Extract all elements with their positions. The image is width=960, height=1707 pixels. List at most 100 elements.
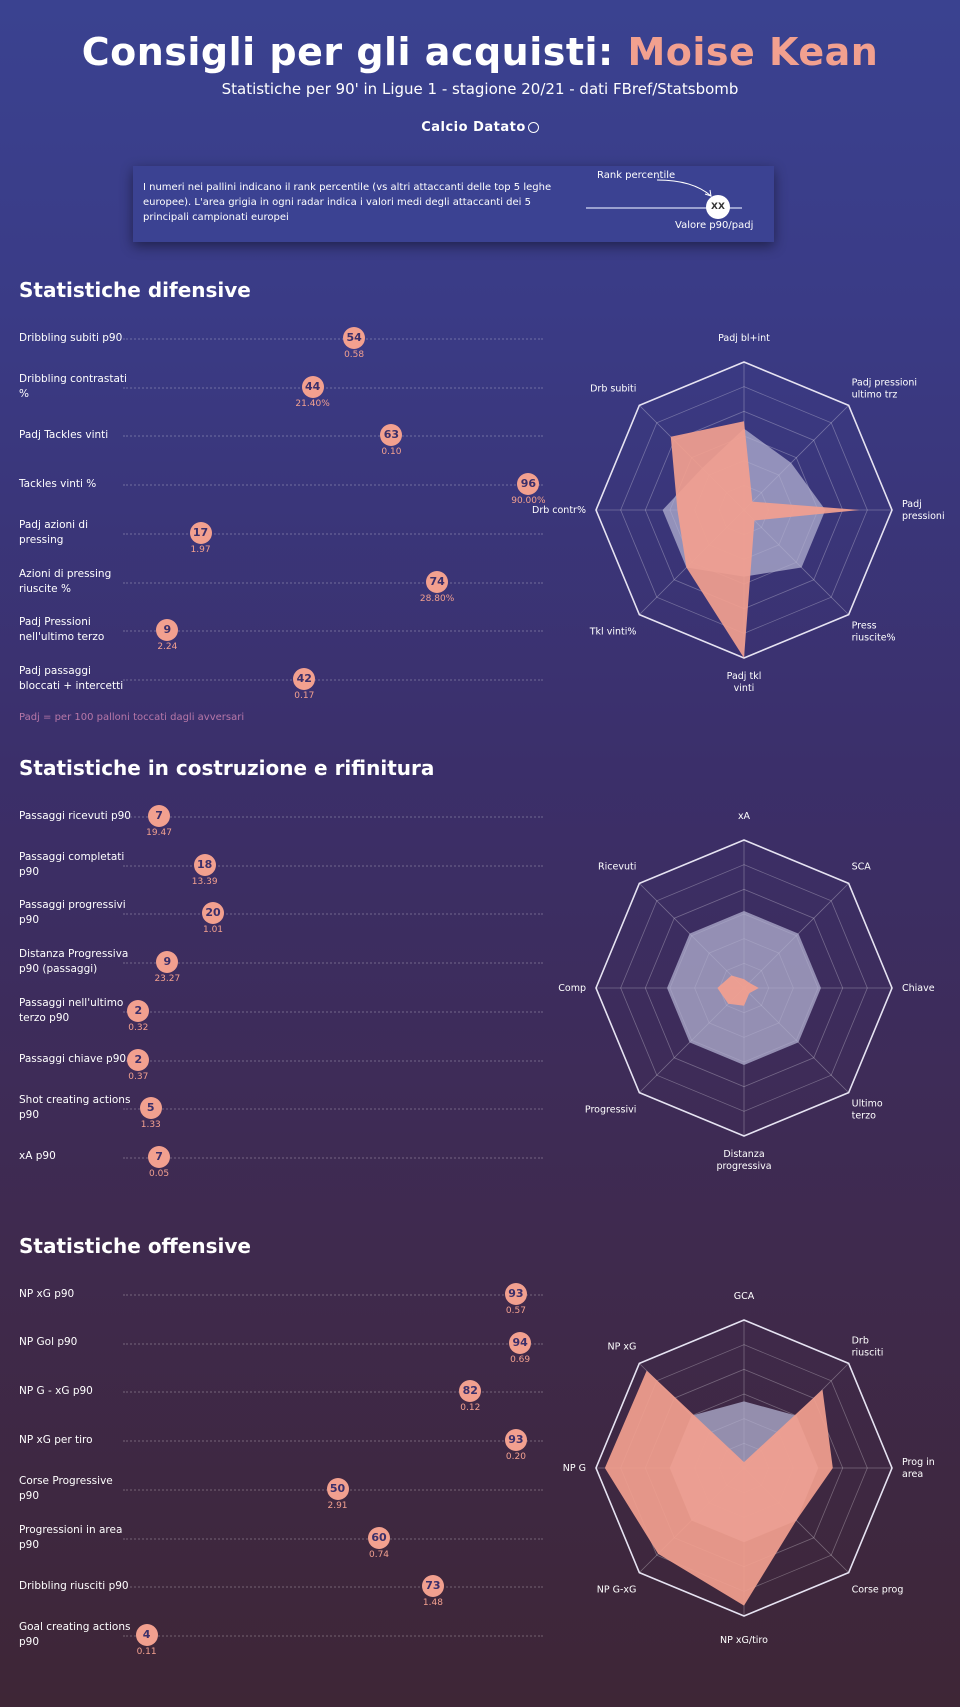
stat-row: Progressioni in area p90 60 0.74	[0, 1518, 560, 1560]
legend-value-label: Valore p90/padj	[675, 220, 754, 231]
radar-axis-label: Ricevuti	[598, 861, 636, 872]
legend-rank-label: Rank percentile	[597, 170, 676, 181]
header: Consigli per gli acquisti: Moise Kean St…	[0, 30, 960, 98]
dot-track	[123, 630, 543, 633]
defensive-radar: Padj bl+int Padj pressioni ultimo trz Padj p…	[532, 333, 945, 694]
rank-bubble: 20	[202, 902, 224, 925]
page-title: Consigli per gli acquisti: Moise Kean	[0, 30, 960, 74]
stat-row: Passaggi progressivi p90 20 1.01	[0, 893, 560, 935]
stat-label: Padj passaggi bloccati + intercetti	[19, 664, 124, 692]
offensive-radar: GCA Drb riusciti Prog in area Corse prog NP xG…	[563, 1291, 935, 1646]
stat-row: NP xG per tiro 93 0.20	[0, 1420, 560, 1462]
dot-track	[123, 962, 543, 965]
dot-track	[123, 864, 543, 867]
dot-track	[123, 816, 543, 818]
padj-note: Padj = per 100 palloni toccati dagli avv…	[19, 712, 245, 723]
stat-label: Passaggi completati p90	[19, 850, 125, 878]
dot-track	[123, 1537, 543, 1540]
stat-value: 0.57	[505, 1306, 526, 1316]
rank-bubble: 96	[517, 473, 540, 496]
radar-axis-label: Padj bl+int	[718, 333, 770, 344]
rank-bubble: 60	[368, 1526, 390, 1549]
rank-bubble: 2	[127, 999, 150, 1022]
stat-value: 90.00%	[511, 496, 546, 507]
dot-track	[123, 532, 543, 535]
radar-axis-label: Padj pressioni	[902, 499, 945, 522]
stat-value: 0.17	[294, 690, 315, 701]
section-title-offensive: Statistiche offensive	[19, 1234, 251, 1258]
radar-axis-label: Drb subiti	[590, 383, 636, 394]
radar-ring	[620, 864, 868, 1112]
dot-track	[123, 1440, 543, 1443]
radar-axis-label: Comp	[558, 983, 586, 994]
stat-row: Goal creating actions p90 4 0.11	[0, 1615, 560, 1657]
stat-row: Passaggi ricevuti p90 7 19.47	[0, 796, 560, 838]
stat-label: Goal creating actions p90	[19, 1620, 131, 1648]
rank-bubble: 9	[156, 619, 179, 642]
radar-axis-label: xA	[738, 811, 751, 822]
stat-label: Dribbling subiti p90	[19, 331, 123, 344]
stat-label: Tackles vinti %	[19, 477, 97, 490]
rank-bubble: 93	[504, 1429, 527, 1452]
rank-bubble: 44	[301, 375, 324, 398]
radar-axis-label: Padj pressioni ultimo trz	[852, 377, 917, 400]
rank-bubble: 93	[504, 1283, 527, 1305]
stat-row: Dribbling riusciti p90 73 1.48	[0, 1566, 560, 1609]
radar-ring	[595, 839, 893, 1137]
stat-label: Passaggi nell'ultimo terzo p90	[19, 996, 124, 1024]
rank-bubble: 2	[127, 1048, 150, 1071]
legend-bubble: XX	[706, 195, 730, 219]
stat-row: Corse Progressive p90 50 2.91	[0, 1469, 560, 1511]
stat-row: NP xG p90 93 0.57	[0, 1274, 560, 1316]
build-up-radar: xA SCA Chiave Ultimo terzo Distanza progressiv…	[558, 811, 935, 1172]
radar-axis-label: Drb riusciti	[852, 1335, 884, 1358]
stat-row: Azioni di pressing riuscite % 74 28.80%	[0, 562, 560, 604]
stat-row: Dribbling subiti p90 54 0.58	[0, 318, 560, 360]
legend-text: I numeri nei pallini indicano il rank pe…	[143, 182, 552, 223]
radar-axis-label: Drb contr%	[532, 505, 586, 516]
dot-track	[123, 1342, 543, 1345]
dot-track	[123, 435, 543, 438]
stat-label: xA p90	[19, 1150, 56, 1163]
logo-text: Calcio Datato	[421, 120, 526, 135]
radar-axis-label: Press riuscite%	[852, 621, 896, 644]
rank-bubble: 18	[193, 853, 216, 876]
rank-bubble: 54	[343, 327, 366, 349]
stat-row: Padj passaggi bloccati + intercetti 42 0.1…	[0, 659, 560, 701]
stat-label: Corse Progressive p90	[19, 1474, 113, 1502]
rank-bubble: 63	[380, 424, 403, 447]
radar-axis-label: Ultimo terzo	[852, 1099, 883, 1122]
radar-axis-label: NP xG/tiro	[720, 1635, 768, 1646]
stat-label: Shot creating actions p90	[19, 1094, 131, 1122]
legend-line	[586, 207, 742, 209]
stat-value: 28.80%	[419, 593, 455, 604]
stat-value: 21.40%	[295, 398, 330, 409]
stat-row: NP Gol p90 94 0.69	[0, 1323, 560, 1365]
radar-axis-label: SCA	[852, 861, 872, 872]
stat-value: 1.97	[190, 544, 211, 555]
stat-label: Passaggi ricevuti p90	[19, 809, 131, 822]
dot-track	[123, 1156, 543, 1159]
stat-row: NP G - xG p90 82 0.12	[0, 1371, 560, 1413]
section-title-defensive: Statistiche difensive	[19, 278, 251, 302]
rank-bubble: 7	[148, 1145, 171, 1168]
stat-value: 19.47	[146, 828, 172, 838]
radar-ring	[644, 888, 844, 1088]
stat-label: NP xG per tiro	[19, 1433, 93, 1446]
stat-value: 1.48	[422, 1598, 443, 1609]
rank-bubble: 50	[326, 1477, 349, 1500]
stat-label: Passaggi progressivi p90	[19, 899, 126, 927]
stat-value: 0.32	[128, 1022, 149, 1033]
stat-value: 13.39	[191, 876, 218, 887]
title-player: Moise Kean	[627, 30, 879, 74]
dot-track	[123, 1391, 543, 1394]
rank-bubble: 7	[148, 805, 171, 827]
stat-value: 2.24	[157, 642, 178, 653]
page-subtitle: Statistiche per 90' in Ligue 1 - stagion…	[221, 80, 739, 98]
radar-axis-label: Tkl vinti%	[589, 627, 637, 638]
radar-axis-label: Corse prog	[852, 1585, 904, 1596]
stat-value: 0.69	[510, 1354, 531, 1365]
radar-axis-label: Chiave	[902, 983, 935, 994]
radar-player-area	[670, 421, 860, 658]
radar-axis-label: NP xG	[608, 1341, 637, 1352]
